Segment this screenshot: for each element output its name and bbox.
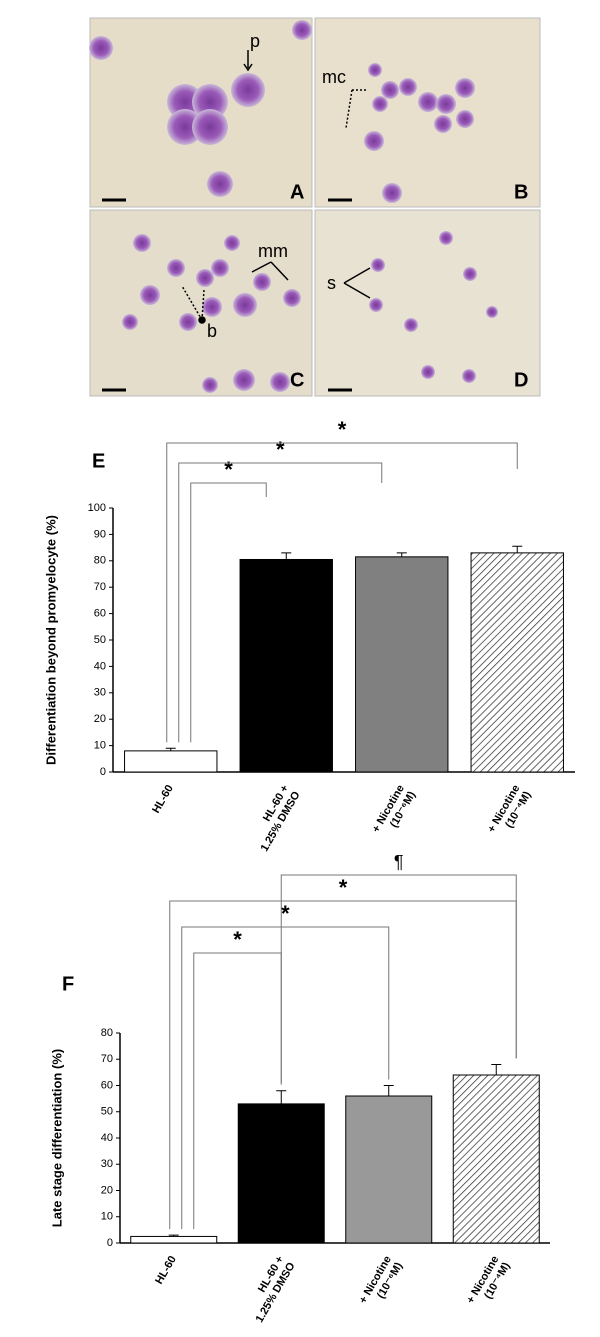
y-tick-label: 70 <box>101 1053 113 1065</box>
bar <box>237 1103 325 1244</box>
y-tick-label: 10 <box>101 1211 113 1223</box>
cell-label: p <box>250 31 260 51</box>
bar <box>345 1095 433 1244</box>
y-tick-label: 30 <box>94 687 106 699</box>
error-bar <box>281 552 292 560</box>
significance-mark: * <box>338 417 347 442</box>
significance-mark: * <box>276 437 285 462</box>
micrographs: A B C D p mc mm b s <box>89 17 541 397</box>
x-tick-label-group: + Nicotine(10⁻⁴M) <box>486 783 534 835</box>
significance-mark: * <box>339 875 348 900</box>
y-tick-label: 80 <box>101 1027 113 1039</box>
x-tick-label-group: HL-60 <box>153 1254 179 1286</box>
significance-mark: * <box>233 927 242 952</box>
x-tick-label-group: HL-60 +1.25% DMSO <box>254 1254 298 1325</box>
y-tick-label: 20 <box>101 1184 113 1196</box>
significance-bracket <box>190 482 267 743</box>
y-tick-label: 100 <box>88 502 106 514</box>
bar <box>470 552 564 773</box>
panel-letter: C <box>290 369 304 391</box>
arrows <box>181 50 371 324</box>
y-tick-label: 0 <box>107 1237 113 1249</box>
panel-letter: D <box>514 369 528 391</box>
y-axis-label: Differentiation beyond promyelocyte (%) <box>43 515 58 765</box>
panel-letter: B <box>514 181 528 203</box>
panel-d <box>314 209 541 397</box>
y-tick-label: 50 <box>94 634 106 646</box>
error-bar <box>512 545 523 553</box>
x-tick-label: HL-60 <box>153 1254 179 1286</box>
y-tick-label: 60 <box>94 608 106 620</box>
error-bar <box>383 1085 394 1096</box>
y-tick-label: 10 <box>94 740 106 752</box>
cell-label: s <box>327 273 336 293</box>
y-tick-label: 70 <box>94 581 106 593</box>
bar <box>239 558 333 773</box>
x-tick-label-group: + Nicotine(10⁻⁶M) <box>357 1254 405 1306</box>
panel-letter: A <box>290 181 304 203</box>
y-tick-label: 0 <box>100 766 106 778</box>
significance-mark: ¶ <box>394 852 404 872</box>
bar <box>355 556 449 773</box>
bar <box>130 1235 218 1244</box>
cell-label: b <box>207 321 217 341</box>
cells <box>89 20 498 393</box>
cell-label: mc <box>322 67 346 87</box>
y-tick-label: 40 <box>101 1132 113 1144</box>
y-tick-label: 40 <box>94 660 106 672</box>
x-tick-label-group: HL-60 +1.25% DMSO <box>259 783 303 854</box>
panel-c <box>89 209 313 397</box>
error-bar <box>165 747 176 751</box>
cell-label: mm <box>258 241 288 261</box>
y-tick-label: 80 <box>94 555 106 567</box>
x-tick-label-group: + Nicotine(10⁻⁴M) <box>465 1254 513 1306</box>
bar <box>124 750 218 773</box>
y-tick-label: 20 <box>94 713 106 725</box>
y-tick-label: 30 <box>101 1158 113 1170</box>
significance-bracket <box>166 442 518 743</box>
y-tick-label: 50 <box>101 1106 113 1118</box>
x-tick-label: HL-60 <box>150 783 176 815</box>
error-bar <box>276 1090 287 1104</box>
significance-bracket <box>178 462 383 743</box>
panel-letter: F <box>62 973 74 995</box>
scale-bars <box>102 198 352 392</box>
panel-b <box>314 17 541 208</box>
significance-mark: * <box>224 457 233 482</box>
panel-letter: E <box>92 450 105 472</box>
y-axis-label: Late stage differentiation (%) <box>49 1049 64 1227</box>
significance-mark: * <box>281 901 290 926</box>
significance-bracket <box>280 874 517 1083</box>
error-bar <box>491 1064 502 1075</box>
x-tick-label-group: + Nicotine(10⁻⁶M) <box>370 783 418 835</box>
x-tick-label-group: HL-60 <box>150 783 176 815</box>
bar <box>452 1074 540 1244</box>
significance-bracket <box>181 926 390 1230</box>
error-bar <box>396 552 407 557</box>
y-tick-label: 90 <box>94 528 106 540</box>
error-bar <box>168 1234 179 1237</box>
y-tick-label: 60 <box>101 1079 113 1091</box>
